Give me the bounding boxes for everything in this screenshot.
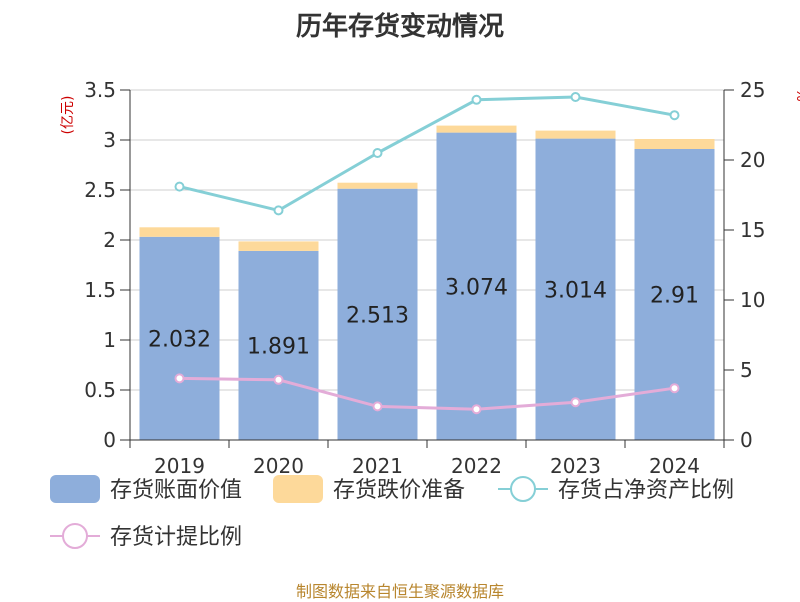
point-provision-ratio [174, 373, 185, 384]
axis-layer: 0 0.5 1 1.5 2 2.5 3 3.5 0 5 10 15 20 25 2019 2020 2021 20… [60, 78, 800, 478]
left-tick-label: 1.5 [84, 278, 116, 302]
legend-impairment-reserve-label: 存货跌价准备 [333, 478, 465, 503]
left-axis-unit: (亿元) [60, 96, 76, 135]
x-tick-label: 2020 [253, 454, 304, 478]
bar-value-label: 2.91 [650, 284, 699, 309]
x-tick-label: 2019 [154, 454, 205, 478]
line-net-asset-ratio [179, 95, 675, 212]
bar-impairment-reserve [337, 182, 418, 189]
bar-impairment-reserve [238, 241, 319, 251]
bar-book-value [139, 236, 220, 440]
right-tick-label: 5 [740, 358, 753, 382]
line-provision-ratio [179, 376, 675, 411]
source-note: 制图数据来自恒生聚源数据库 [295, 582, 504, 601]
bar-book-value [535, 138, 616, 440]
x-tick-label: 2024 [649, 454, 700, 478]
right-tick-label: 25 [740, 78, 765, 102]
right-tick-label: 10 [740, 288, 765, 312]
left-tick-label: 2.5 [84, 178, 116, 202]
left-tick-label: 0 [103, 428, 116, 452]
point-provision-ratio [669, 383, 680, 394]
point-net-asset-ratio [372, 148, 383, 158]
chart-svg: 0 0.5 1 1.5 2 2.5 3 3.5 0 5 10 15 20 25 2019 2020 2021 20… [50, 78, 800, 550]
legend-provision-ratio-swatch-marker [62, 523, 88, 549]
bar-value-label: 2.032 [148, 327, 211, 352]
legend-book-value-swatch [50, 475, 100, 503]
bar-impairment-reserve [535, 130, 616, 139]
bar-value-label: 2.513 [346, 303, 409, 328]
legend-impairment-reserve-swatch [273, 475, 323, 503]
bar-value-label: 3.074 [445, 275, 508, 300]
left-tick-label: 0.5 [84, 378, 116, 402]
right-tick-label: 15 [740, 218, 765, 242]
bar-impairment-reserve [139, 227, 220, 237]
x-tick-label: 2022 [451, 454, 502, 478]
legend-provision-ratio-label: 存货计提比例 [110, 525, 242, 550]
right-axis-unit: % [793, 88, 800, 101]
point-net-asset-ratio [273, 205, 284, 216]
bar-value-label: 1.891 [247, 334, 310, 359]
point-provision-ratio [471, 404, 482, 415]
bar-book-value [238, 250, 319, 440]
legend-net-asset-ratio-label: 存货占净资产比例 [558, 478, 734, 503]
point-provision-ratio [570, 397, 581, 408]
left-tick-label: 1 [103, 328, 116, 352]
left-tick-label: 3 [103, 128, 116, 152]
right-tick-label: 20 [740, 148, 765, 172]
right-tick-label: 0 [740, 428, 753, 452]
bar-impairment-reserve [634, 139, 715, 149]
left-tick-label: 3.5 [84, 78, 116, 102]
point-net-asset-ratio [669, 110, 680, 121]
bar-book-value [436, 132, 517, 440]
x-tick-label: 2021 [352, 454, 403, 478]
point-provision-ratio [372, 401, 383, 412]
point-provision-ratio [273, 374, 284, 385]
label-layer: 2.032 1.891 2.513 3.074 3.014 2.91 [148, 275, 699, 359]
point-net-asset-ratio [471, 94, 482, 105]
bar-impairment-reserve [436, 125, 517, 133]
line-layer [174, 92, 680, 415]
legend-net-asset-ratio-swatch-marker [510, 476, 536, 502]
bar-value-label: 3.014 [544, 278, 607, 303]
left-tick-label: 2 [103, 228, 116, 252]
legend-book-value-label: 存货账面价值 [110, 478, 242, 503]
x-tick-label: 2023 [550, 454, 601, 478]
bar-layer [139, 125, 715, 440]
point-net-asset-ratio [570, 92, 581, 102]
chart-title: 历年存货变动情况 [295, 12, 504, 42]
point-net-asset-ratio [174, 181, 185, 192]
